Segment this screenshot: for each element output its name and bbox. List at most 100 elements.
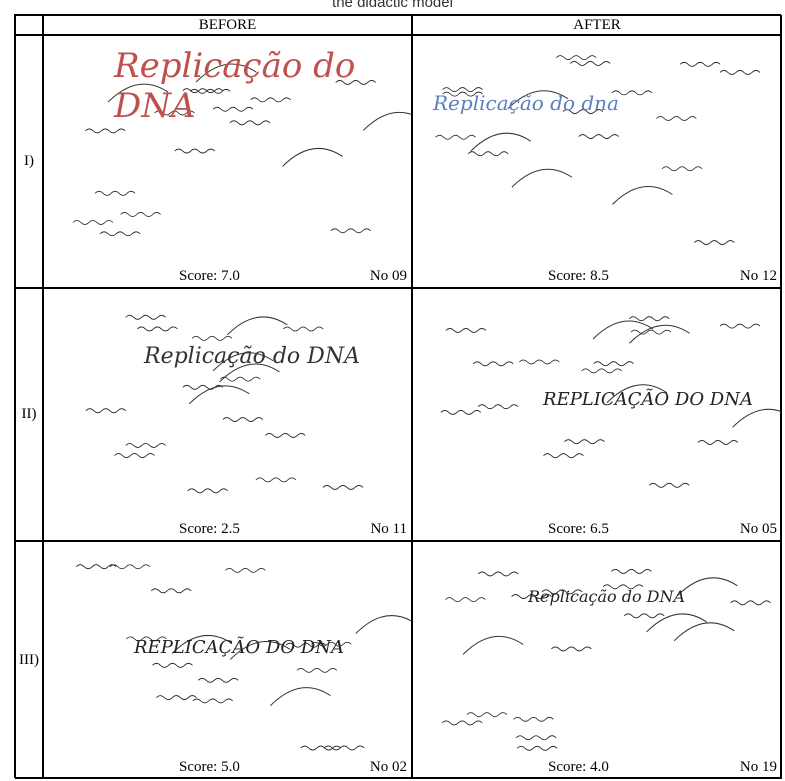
scribble	[296, 667, 338, 673]
scribble	[150, 588, 192, 594]
scribble	[229, 120, 271, 126]
scribble	[697, 440, 739, 445]
scribble	[555, 55, 597, 61]
scribble	[323, 745, 365, 751]
handwritten-sketch	[72, 63, 411, 237]
scribble	[219, 376, 261, 382]
scribble	[445, 328, 487, 333]
handwritten-title: Replicação do DNA	[144, 344, 360, 369]
scribble	[99, 231, 141, 237]
scribble	[472, 361, 514, 367]
arrow	[732, 408, 781, 428]
scribble	[84, 128, 126, 134]
handwritten-title: Replicação do DNA	[528, 587, 686, 606]
row-label: III)	[15, 541, 43, 779]
scribble	[719, 323, 761, 329]
score: Score: 2.5	[179, 521, 240, 537]
arrow	[362, 111, 411, 131]
arrow	[171, 635, 233, 654]
scribble	[730, 600, 771, 606]
caption: the didactic model	[332, 0, 453, 11]
arrow	[462, 636, 524, 655]
scribble	[222, 417, 264, 422]
handwritten-title: REPLICAÇÃO DO DNA	[543, 389, 753, 410]
scribble	[519, 359, 560, 365]
scribble	[182, 88, 223, 94]
scribble	[466, 712, 508, 718]
scribble	[445, 597, 486, 603]
scribble	[611, 90, 653, 96]
scribble	[191, 335, 233, 341]
scribble	[581, 368, 622, 374]
scribble	[661, 166, 703, 172]
scribble	[515, 735, 557, 741]
score: Score: 8.5	[548, 268, 609, 284]
arrow	[282, 148, 343, 167]
arrow	[195, 63, 257, 83]
scribble	[109, 564, 151, 570]
student-number: No 19	[739, 759, 777, 775]
student-number: No 09	[369, 268, 407, 284]
arrow	[629, 324, 690, 344]
handwritten-sketch	[75, 564, 411, 751]
scribble	[440, 410, 482, 415]
scribble	[125, 314, 166, 320]
arrow	[188, 385, 250, 405]
scribble	[125, 443, 167, 448]
arrow	[673, 622, 735, 642]
scribble	[85, 408, 127, 414]
scribble	[265, 433, 306, 438]
arrow	[507, 90, 569, 110]
scribble	[578, 134, 619, 139]
scribble	[477, 404, 519, 410]
arrow	[212, 352, 274, 372]
row-label: II)	[15, 288, 43, 541]
scribble	[152, 662, 193, 668]
scribble	[441, 720, 483, 726]
scribble	[137, 326, 178, 332]
scribble	[511, 594, 552, 599]
scribble	[630, 329, 672, 335]
scribble	[602, 584, 644, 590]
corner-cell	[15, 15, 43, 35]
scribble	[282, 326, 324, 332]
scribble	[541, 589, 583, 595]
scribble	[593, 361, 634, 367]
scribble	[311, 641, 352, 647]
scribble	[114, 453, 155, 458]
arrow	[606, 384, 668, 404]
handwritten-sketch	[435, 55, 761, 245]
handwritten-title: Replicação do DNA	[114, 46, 356, 126]
arrow	[612, 186, 673, 205]
arrow	[470, 132, 531, 152]
scribble	[285, 642, 327, 648]
scribble	[719, 70, 761, 75]
scribble	[467, 151, 509, 157]
scribble	[623, 613, 665, 619]
handwritten-sketch	[441, 569, 771, 751]
scribble	[154, 110, 195, 116]
cell-before: Replicação do DNA Score: 2.5 No 11	[43, 288, 412, 541]
scribble	[330, 228, 372, 234]
scribble	[174, 148, 216, 154]
scribble	[656, 116, 697, 121]
scribble	[192, 698, 234, 704]
score: Score: 6.5	[548, 521, 609, 537]
arrow	[107, 83, 169, 103]
arrow	[511, 168, 573, 188]
scribble	[442, 91, 483, 97]
scribble	[648, 482, 690, 488]
scribble	[629, 316, 670, 322]
cell-after: Replicação do DNA Score: 4.0 No 19	[412, 541, 782, 779]
scribble	[679, 61, 721, 67]
scribble	[562, 109, 604, 114]
table: BEFORE AFTER I) Replicação do DNA Score: 7…	[14, 14, 782, 779]
student-number: No 05	[739, 521, 777, 537]
scribble	[120, 212, 161, 217]
scribble	[197, 677, 239, 683]
score: Score: 7.0	[179, 268, 240, 284]
scribble	[442, 87, 483, 92]
cell-before: Replicação do DNA Score: 7.0 No 09	[43, 35, 412, 288]
scribble	[250, 97, 291, 103]
